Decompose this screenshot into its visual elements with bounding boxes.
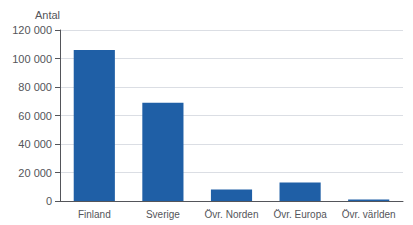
- svg-text:120 000: 120 000: [12, 24, 52, 36]
- svg-text:80 000: 80 000: [18, 81, 52, 93]
- svg-text:Övr. världen: Övr. världen: [342, 209, 396, 220]
- svg-text:40 000: 40 000: [18, 138, 52, 150]
- svg-text:20 000: 20 000: [18, 167, 52, 179]
- svg-text:100 000: 100 000: [12, 53, 52, 65]
- svg-text:Övr. Norden: Övr. Norden: [205, 209, 259, 220]
- svg-text:0: 0: [46, 195, 52, 207]
- svg-text:Finland: Finland: [78, 209, 111, 220]
- svg-text:Sverige: Sverige: [146, 209, 180, 220]
- svg-text:Antal: Antal: [35, 9, 60, 21]
- svg-text:Övr. Europa: Övr. Europa: [273, 209, 327, 220]
- svg-text:60 000: 60 000: [18, 110, 52, 122]
